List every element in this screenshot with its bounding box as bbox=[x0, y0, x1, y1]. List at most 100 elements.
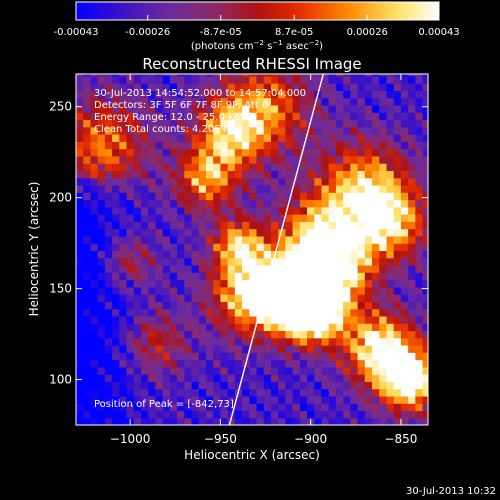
heatmap-cell bbox=[307, 90, 315, 99]
heatmap-cell bbox=[126, 184, 135, 193]
heatmap-cell bbox=[379, 294, 388, 302]
heatmap-cell bbox=[299, 381, 308, 390]
heatmap-cell bbox=[148, 214, 157, 222]
heatmap-cell bbox=[379, 163, 388, 171]
heatmap-cell bbox=[213, 206, 222, 215]
heatmap-cell bbox=[343, 374, 351, 382]
heatmap-cell bbox=[83, 294, 92, 302]
heatmap-cell bbox=[343, 235, 351, 244]
heatmap-cell bbox=[133, 344, 142, 353]
heatmap-cell bbox=[422, 155, 428, 164]
heatmap-cell bbox=[249, 366, 258, 375]
heatmap-cell bbox=[321, 170, 330, 179]
heatmap-cell bbox=[299, 374, 308, 382]
heatmap-cell bbox=[119, 417, 128, 425]
heatmap-cell bbox=[292, 214, 301, 222]
heatmap-cell bbox=[285, 344, 294, 353]
heatmap-cell bbox=[263, 403, 272, 412]
heatmap-cell bbox=[249, 199, 258, 208]
heatmap-cell bbox=[408, 264, 416, 273]
heatmap-cell bbox=[169, 330, 178, 339]
heatmap-cell bbox=[83, 112, 92, 121]
heatmap-cell bbox=[335, 170, 344, 179]
heatmap-cell bbox=[270, 323, 279, 332]
heatmap-cell bbox=[205, 163, 214, 171]
heatmap-cell bbox=[343, 344, 351, 353]
heatmap-cell bbox=[350, 337, 359, 346]
heatmap-cell bbox=[379, 221, 388, 230]
heatmap-cell bbox=[227, 184, 236, 193]
heatmap-cell bbox=[408, 134, 416, 142]
heatmap-cell bbox=[328, 359, 337, 368]
heatmap-cell bbox=[177, 294, 185, 302]
heatmap-cell bbox=[234, 83, 243, 91]
heatmap-cell bbox=[408, 141, 416, 150]
heatmap-cell bbox=[357, 141, 366, 150]
heatmap-cell bbox=[364, 250, 373, 259]
heatmap-cell bbox=[321, 90, 330, 99]
heatmap-cell bbox=[263, 112, 272, 121]
heatmap-cell bbox=[169, 286, 178, 295]
heatmap-cell bbox=[299, 250, 308, 259]
heatmap-cell bbox=[422, 177, 428, 186]
heatmap-cell bbox=[191, 264, 200, 273]
heatmap-cell bbox=[184, 74, 193, 77]
heatmap-cell bbox=[400, 344, 409, 353]
heatmap-cell bbox=[343, 206, 351, 215]
heatmap-cell bbox=[112, 163, 120, 171]
heatmap-cell bbox=[234, 221, 243, 230]
heatmap-cell bbox=[97, 155, 106, 164]
x-axis-label: Heliocentric X (arcsec) bbox=[184, 448, 320, 462]
heatmap-cell bbox=[343, 148, 351, 157]
heatmap-cell bbox=[270, 388, 279, 397]
heatmap-cell bbox=[400, 366, 409, 375]
heatmap-cell bbox=[242, 170, 250, 179]
heatmap-cell bbox=[234, 323, 243, 332]
heatmap-cell bbox=[343, 119, 351, 128]
heatmap-cell bbox=[155, 417, 164, 425]
heatmap-cell bbox=[133, 83, 142, 91]
heatmap-cell bbox=[112, 141, 120, 150]
heatmap-cell bbox=[400, 315, 409, 324]
heatmap-cell bbox=[249, 75, 258, 84]
heatmap-cell bbox=[90, 272, 99, 281]
heatmap-cell bbox=[343, 403, 351, 412]
heatmap-cell bbox=[278, 184, 286, 193]
heatmap-cell bbox=[328, 206, 337, 215]
heatmap-cell bbox=[415, 155, 424, 164]
heatmap-cell bbox=[133, 75, 142, 84]
heatmap-cell bbox=[386, 257, 395, 266]
heatmap-cell bbox=[155, 410, 164, 419]
colorbar-tick-label: -0.00026 bbox=[125, 27, 170, 38]
heatmap-cell bbox=[249, 192, 258, 201]
heatmap-cell bbox=[155, 257, 164, 266]
heatmap-cell bbox=[155, 264, 164, 273]
heatmap-cell bbox=[343, 221, 351, 230]
heatmap-cell bbox=[343, 126, 351, 135]
heatmap-cell bbox=[379, 134, 388, 142]
heatmap-cell bbox=[177, 97, 185, 106]
heatmap-cell bbox=[364, 315, 373, 324]
heatmap-cell bbox=[393, 199, 402, 208]
heatmap-cell bbox=[328, 410, 337, 419]
heatmap-cell bbox=[422, 279, 428, 288]
heatmap-cell bbox=[184, 352, 193, 361]
heatmap-cell bbox=[133, 403, 142, 412]
heatmap-cell bbox=[148, 279, 157, 288]
heatmap-cell bbox=[112, 279, 120, 288]
heatmap-cell bbox=[372, 374, 380, 382]
heatmap-cell bbox=[83, 264, 92, 273]
heatmap-cell bbox=[227, 163, 236, 171]
heatmap-cell bbox=[270, 228, 279, 237]
heatmap-cell bbox=[191, 74, 200, 77]
heatmap-cell bbox=[126, 286, 135, 295]
heatmap-cell bbox=[83, 214, 92, 222]
heatmap-cell bbox=[112, 374, 120, 382]
heatmap-cell bbox=[148, 417, 157, 425]
heatmap-cell bbox=[177, 323, 185, 332]
heatmap-cell bbox=[415, 403, 424, 412]
heatmap-cell bbox=[307, 228, 315, 237]
heatmap-cell bbox=[90, 344, 99, 353]
heatmap-cell bbox=[198, 192, 207, 201]
heatmap-cell bbox=[270, 337, 279, 346]
